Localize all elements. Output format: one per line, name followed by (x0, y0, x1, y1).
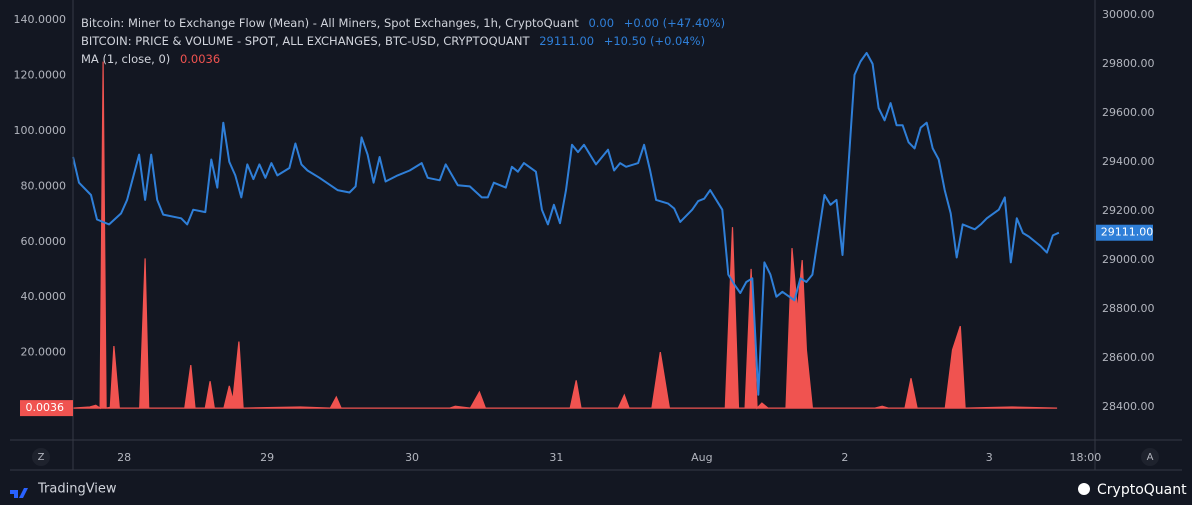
x-tick-label: 28 (117, 451, 131, 464)
tradingview-logo[interactable]: TradingView (10, 482, 117, 499)
y-tick-label: 140.0000 (14, 13, 67, 26)
x-tick-label: 2 (841, 451, 848, 464)
cryptoquant-logo[interactable]: CryptoQuant (1078, 482, 1187, 498)
y-tick-label: 120.0000 (14, 68, 67, 81)
y2-tick-label: 28600.00 (1102, 351, 1155, 364)
y2-tick-label: 28800.00 (1102, 302, 1155, 315)
y-tick-label: 20.0000 (21, 346, 67, 359)
legend-row: BITCOIN: PRICE & VOLUME - SPOT, ALL EXCH… (81, 34, 705, 48)
last-value-tag (20, 400, 73, 417)
footer-right: CryptoQuant (1097, 482, 1187, 498)
y2-tick-label: 29000.00 (1102, 253, 1155, 266)
y-tick-label: 60.0000 (21, 235, 67, 248)
last-value-label: 29111.00 (1101, 226, 1154, 239)
y2-tick-label: 29200.00 (1102, 204, 1155, 217)
legend-row: MA (1, close, 0) 0.0036 (81, 52, 220, 66)
indicator-name: Bitcoin: Miner to Exchange Flow (Mean) -… (81, 16, 579, 30)
indicator-change: +0.00 (+47.40%) (624, 16, 725, 30)
indicator-value: 0.00 (588, 16, 614, 30)
y2-tick-label: 30000.00 (1102, 8, 1155, 21)
last-value-label: 0.0036 (26, 401, 65, 414)
line (72, 51, 1060, 396)
legend-entry: MA (1, close, 0) (81, 52, 170, 66)
y2-tick-label: 29600.00 (1102, 106, 1155, 119)
x-tick-label: 18:00 (1070, 451, 1102, 464)
y-tick-label: 80.0000 (21, 179, 67, 192)
footer-left: TradingView (37, 482, 117, 497)
button-bg[interactable] (32, 448, 50, 466)
x-tick-label: 3 (986, 451, 993, 464)
y2-tick-label: 28400.00 (1102, 400, 1155, 413)
button-bg[interactable] (1141, 448, 1159, 466)
legend-value: 0.0036 (180, 52, 220, 66)
logo-icon (10, 488, 28, 498)
legend-entry: BITCOIN: PRICE & VOLUME - SPOT, ALL EXCH… (81, 34, 531, 48)
y2-tick-label: 29400.00 (1102, 155, 1155, 168)
x-tick-label: 31 (549, 451, 563, 464)
last-value-tag (1096, 224, 1153, 241)
legend-change: +10.50 (+0.04%) (604, 34, 705, 48)
y-tick-label: 100.0000 (14, 124, 67, 137)
legend-value: 29111.00 (539, 34, 594, 48)
x-tick-label: Aug (691, 451, 712, 464)
x-tick-label: 30 (405, 451, 419, 464)
legend-row: Bitcoin: Miner to Exchange Flow (Mean) -… (81, 16, 725, 30)
y2-tick-label: 29800.00 (1102, 57, 1155, 70)
y-tick-label: 40.0000 (21, 290, 67, 303)
zoom-button[interactable]: Z (38, 452, 45, 463)
area (72, 61, 1058, 410)
logo-icon (1078, 483, 1090, 495)
x-tick-label: 29 (260, 451, 274, 464)
plot (72, 51, 1060, 410)
auto-button[interactable]: A (1147, 452, 1154, 463)
